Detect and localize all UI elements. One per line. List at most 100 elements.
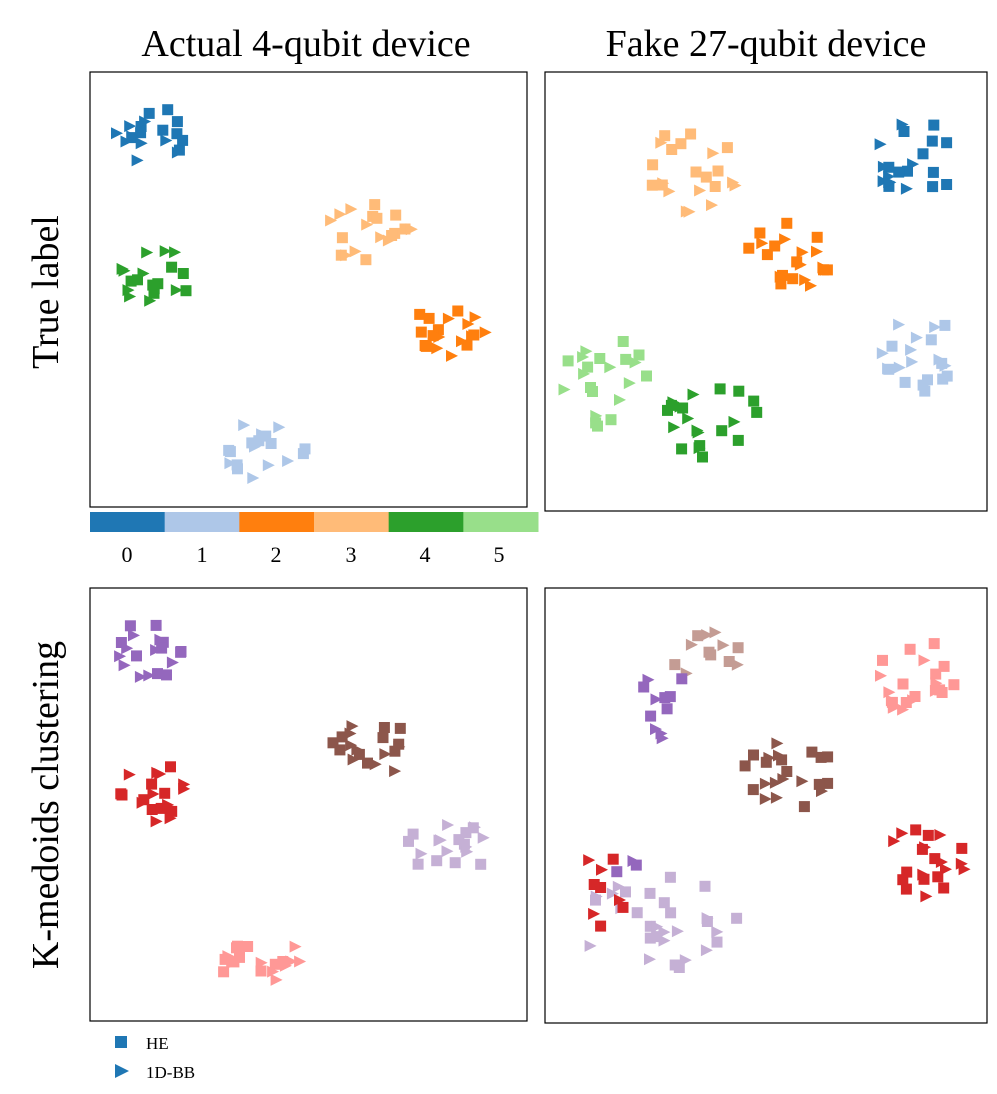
1dbb-marker — [650, 693, 663, 706]
1dbb-marker — [580, 345, 593, 358]
1dbb-marker — [717, 639, 730, 652]
row-title-true-label: True label — [25, 215, 67, 369]
1dbb-marker — [658, 926, 671, 939]
he-marker — [157, 124, 169, 136]
he-marker — [334, 744, 346, 756]
he-marker — [676, 443, 688, 455]
he-marker — [617, 901, 629, 913]
1dbb-marker — [650, 723, 662, 736]
1dbb-marker — [128, 629, 140, 642]
1dbb-marker — [262, 459, 275, 472]
1dbb-marker — [614, 393, 626, 406]
he-marker — [152, 668, 163, 680]
he-marker — [607, 853, 619, 865]
colorbar-tick-3: 3 — [346, 542, 357, 567]
he-marker — [787, 273, 799, 285]
1dbb-marker — [226, 957, 239, 970]
he-marker — [132, 274, 143, 286]
he-marker — [732, 642, 744, 654]
he-marker — [452, 305, 464, 317]
he-marker — [776, 754, 788, 766]
he-marker — [611, 866, 623, 878]
he-marker — [918, 873, 930, 885]
1dbb-marker — [774, 270, 787, 283]
1dbb-marker — [442, 819, 455, 831]
he-marker — [901, 866, 913, 878]
1dbb-marker — [126, 130, 139, 143]
legend: HE 1D-BB — [115, 1034, 195, 1082]
1dbb-marker — [896, 827, 909, 840]
1dbb-marker — [893, 361, 906, 374]
he-marker — [900, 883, 912, 895]
1dbb-marker — [340, 249, 353, 262]
1dbb-marker — [469, 821, 481, 834]
1dbb-marker — [349, 245, 362, 258]
he-marker — [733, 385, 745, 397]
1dbb-marker — [154, 633, 167, 646]
1dbb-marker — [588, 907, 601, 920]
1dbb-marker — [141, 246, 154, 259]
1dbb-marker — [346, 720, 359, 733]
he-marker — [927, 181, 939, 193]
1dbb-marker — [700, 944, 713, 957]
he-marker — [362, 757, 373, 769]
1dbb-marker — [347, 753, 360, 766]
he-marker — [926, 135, 938, 147]
he-marker — [747, 784, 759, 796]
he-marker — [403, 835, 414, 847]
he-marker — [956, 842, 968, 854]
he-marker — [588, 879, 600, 890]
he-marker — [665, 907, 677, 919]
he-marker — [731, 912, 743, 924]
he-marker — [941, 370, 953, 382]
he-marker — [917, 148, 929, 160]
1dbb-marker — [334, 208, 347, 221]
he-marker — [369, 199, 381, 211]
1dbb-marker — [811, 245, 823, 258]
1dbb-marker — [627, 855, 640, 867]
1dbb-marker — [759, 777, 772, 790]
1dbb-marker — [124, 120, 137, 133]
1dbb-marker — [727, 176, 740, 189]
1dbb-marker — [883, 176, 896, 189]
he-marker — [806, 746, 818, 758]
1dbb-marker — [596, 863, 608, 876]
he-marker — [811, 231, 823, 243]
col-title-fake: Fake 27-qubit device — [606, 23, 927, 65]
he-marker — [166, 805, 178, 817]
1dbb-marker — [143, 669, 156, 682]
he-marker — [781, 766, 793, 777]
he-marker — [299, 443, 311, 455]
he-marker — [177, 268, 189, 279]
1dbb-marker — [770, 791, 783, 804]
he-marker — [150, 619, 162, 631]
he-marker — [941, 179, 953, 190]
he-marker — [769, 240, 781, 252]
1dbb-marker — [604, 361, 617, 374]
he-marker — [919, 385, 931, 397]
1dbb-marker — [683, 205, 696, 218]
he-marker — [177, 134, 189, 146]
he-marker — [644, 887, 656, 899]
1dbb-marker — [170, 284, 183, 297]
1dbb-marker — [171, 146, 184, 159]
he-marker — [883, 161, 895, 173]
he-marker — [932, 871, 944, 883]
1dbb-marker — [685, 638, 698, 651]
1dbb-marker — [433, 331, 446, 343]
he-marker — [930, 668, 942, 680]
he-marker — [377, 732, 389, 744]
1dbb-marker — [164, 812, 177, 825]
he-marker — [822, 777, 834, 789]
1dbb-marker — [369, 758, 382, 771]
he-marker — [255, 965, 267, 977]
he-marker — [659, 692, 671, 704]
1dbb-marker — [389, 765, 402, 778]
1dbb-marker — [623, 377, 636, 390]
he-marker — [938, 660, 950, 672]
1dbb-marker — [907, 158, 920, 171]
1dbb-marker — [135, 137, 148, 150]
he-marker — [155, 802, 167, 814]
he-marker — [415, 326, 427, 338]
he-marker — [165, 761, 176, 773]
